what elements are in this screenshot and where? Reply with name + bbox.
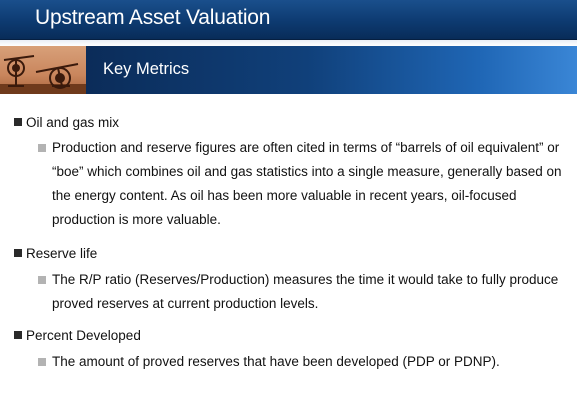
bullet-heading: Oil and gas mix <box>26 115 120 130</box>
title-bar: Upstream Asset Valuation <box>0 0 577 40</box>
sub-bullet-oil-gas-mix: Production and reserve figures are often… <box>38 136 577 232</box>
pumpjack-photo-icon <box>0 46 86 94</box>
sub-bullet-text: Production and reserve figures are often… <box>52 140 562 227</box>
sub-bullet-text: The amount of proved reserves that have … <box>52 354 500 369</box>
sub-bullet-text: The R/P ratio (Reserves/Production) meas… <box>52 272 559 311</box>
header-divider <box>0 40 577 46</box>
bullet-heading: Percent Developed <box>26 328 141 343</box>
bullet-oil-gas-mix: Oil and gas mix <box>14 115 119 131</box>
square-bullet-icon <box>14 249 22 257</box>
sub-bullet-reserve-life: The R/P ratio (Reserves/Production) meas… <box>38 268 577 316</box>
bullet-percent-developed: Percent Developed <box>14 328 141 344</box>
square-sub-bullet-icon <box>38 276 46 284</box>
subtitle-bar: Key Metrics <box>86 46 577 94</box>
bullet-heading: Reserve life <box>26 246 98 261</box>
square-sub-bullet-icon <box>38 144 46 152</box>
section-title: Key Metrics <box>103 60 190 78</box>
page-title: Upstream Asset Valuation <box>35 6 271 29</box>
square-bullet-icon <box>14 331 22 339</box>
bullet-reserve-life: Reserve life <box>14 246 97 262</box>
square-bullet-icon <box>14 118 22 126</box>
square-sub-bullet-icon <box>38 358 46 366</box>
sub-bullet-percent-developed: The amount of proved reserves that have … <box>38 350 577 374</box>
